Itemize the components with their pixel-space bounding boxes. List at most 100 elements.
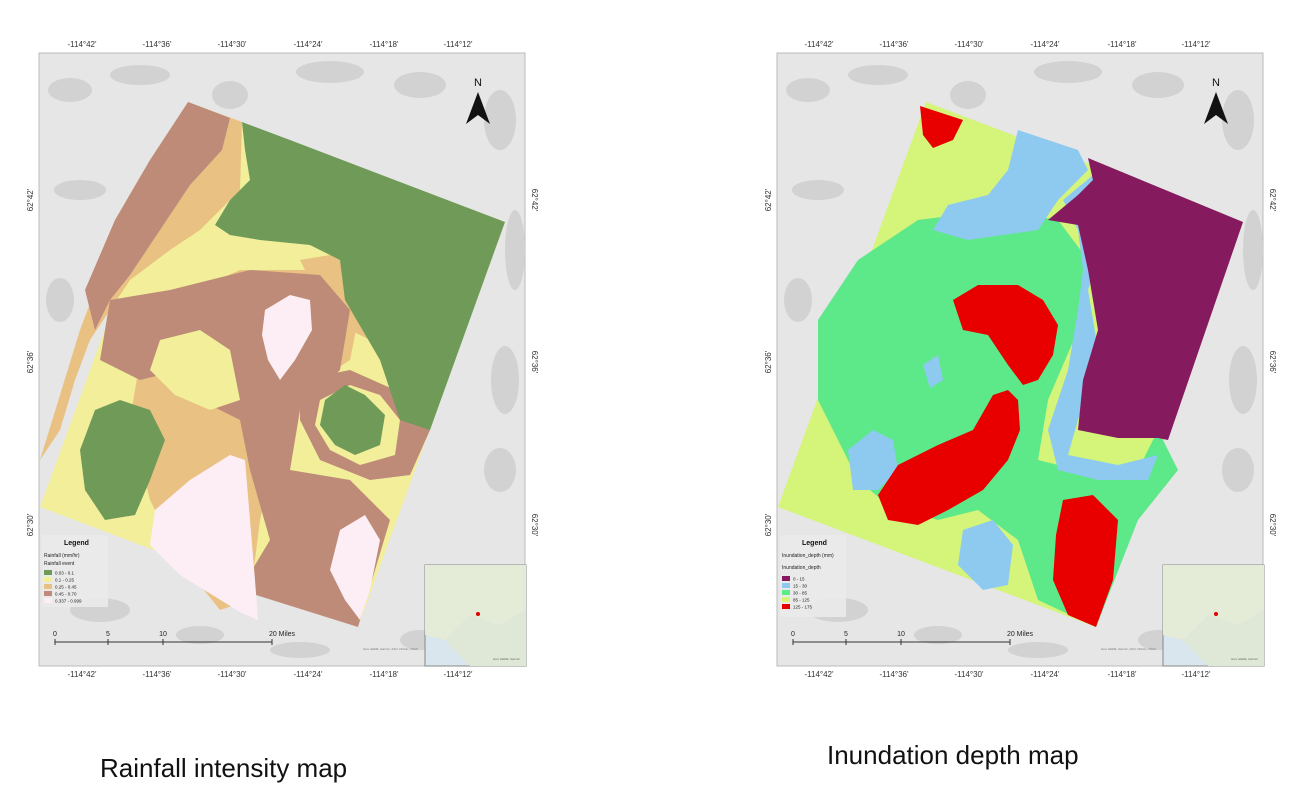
- lon-tick: -114°18': [369, 670, 399, 679]
- inundation-map: -114°42' -114°36' -114°30' -114°24' -114…: [764, 40, 1277, 679]
- scale-label: 20 Miles: [269, 631, 296, 638]
- lat-tick: 62°42': [1268, 189, 1277, 212]
- legend-title: Legend: [802, 540, 827, 547]
- lon-tick: -114°42': [804, 40, 834, 49]
- lat-ticks-left: 62°42' 62°36' 62°30': [26, 188, 35, 536]
- lon-tick: -114°36': [879, 670, 909, 679]
- lon-tick: -114°24': [1030, 40, 1060, 49]
- inundation-zones: [818, 106, 1243, 627]
- legend-field: Rainfall event: [44, 561, 75, 567]
- legend-swatch: [782, 576, 790, 581]
- lon-tick: -114°12': [1181, 670, 1211, 679]
- legend-label: 0.1 - 0.25: [55, 578, 75, 583]
- legend-label: 0.25 - 0.45: [55, 585, 77, 590]
- lat-tick: 62°30': [1268, 514, 1277, 537]
- legend-label: 125 - 175: [793, 605, 813, 610]
- lat-tick: 62°30': [764, 513, 773, 536]
- location-marker-icon: [1214, 612, 1218, 616]
- inundation-map-panel: -114°42' -114°36' -114°30' -114°24' -114…: [738, 0, 1298, 700]
- legend-swatch: [782, 590, 790, 595]
- legend-swatch: [782, 604, 790, 609]
- lon-tick: -114°24': [293, 40, 323, 49]
- scale-bar: 0 5 10 20 Miles: [791, 631, 1034, 645]
- north-label: N: [1212, 77, 1220, 89]
- lon-tick: -114°30': [217, 40, 247, 49]
- lat-tick: 62°30': [26, 513, 35, 536]
- lon-tick: -114°12': [1181, 40, 1211, 49]
- legend: Legend Rainfall (mm/hr) Rainfall event 0…: [42, 535, 108, 607]
- legend-title: Legend: [64, 540, 89, 547]
- scale-label: 0: [791, 631, 795, 638]
- legend-swatch: [44, 598, 52, 603]
- scale-bar: 0 5 10 20 Miles: [53, 631, 296, 645]
- legend-swatch: [44, 584, 52, 589]
- lon-tick: -114°42': [804, 670, 834, 679]
- rainfall-zones: [40, 102, 505, 627]
- basemap-lakes: [46, 61, 525, 658]
- scale-label: 0: [53, 631, 57, 638]
- lon-ticks-bottom: -114°42' -114°36' -114°30' -114°24' -114…: [67, 670, 473, 679]
- legend-swatch: [44, 570, 52, 575]
- lat-tick: 62°30': [530, 514, 539, 537]
- location-marker-icon: [476, 612, 480, 616]
- lon-ticks-top: -114°42' -114°36' -114°30' -114°24' -114…: [67, 40, 473, 49]
- rainfall-caption: Rainfall intensity map: [100, 753, 348, 783]
- lon-tick: -114°18': [369, 40, 399, 49]
- inset-map: Esri, HERE, Garmin: [424, 564, 527, 667]
- legend-swatch: [782, 583, 790, 588]
- lon-tick: -114°36': [879, 40, 909, 49]
- lat-ticks-left: 62°42' 62°36' 62°30': [764, 188, 773, 536]
- lat-tick: 62°36': [1268, 351, 1277, 374]
- lon-tick: -114°30': [954, 40, 984, 49]
- inset-attribution: Esri, HERE, Garmin: [1231, 657, 1258, 661]
- lat-tick: 62°42': [26, 188, 35, 211]
- north-arrow-icon: N: [1204, 77, 1228, 124]
- lat-tick: 62°36': [26, 350, 35, 373]
- north-arrow-icon: N: [466, 77, 490, 124]
- legend-label: 0.03 - 0.1: [55, 571, 75, 576]
- lat-tick: 62°36': [764, 350, 773, 373]
- scale-label: 10: [159, 631, 167, 638]
- lon-tick: -114°42': [67, 670, 97, 679]
- attribution: Esri, HERE, Garmin, FAO, NOAA, USGS: [1101, 647, 1156, 651]
- legend-field: Inundation_depth: [782, 565, 821, 571]
- lon-tick: -114°30': [217, 670, 247, 679]
- legend-swatch: [44, 577, 52, 582]
- scale-label: 20 Miles: [1007, 631, 1034, 638]
- lat-ticks-right: 62°42' 62°36' 62°30': [530, 189, 539, 537]
- lat-tick: 62°42': [764, 188, 773, 211]
- lon-ticks-bottom: -114°42' -114°36' -114°30' -114°24' -114…: [804, 670, 1211, 679]
- inset-attribution: Esri, HERE, Garmin: [493, 657, 520, 661]
- lon-tick: -114°18': [1107, 670, 1137, 679]
- legend-label: 85 - 125: [793, 598, 810, 603]
- inset-map: Esri, HERE, Garmin: [1162, 564, 1265, 667]
- legend-items: 0.03 - 0.1 0.1 - 0.25 0.25 - 0.45 0.45 - 0.…: [44, 570, 82, 604]
- legend-layer: Rainfall (mm/hr): [44, 553, 80, 559]
- legend-layer: Inundation_depth (mm): [782, 553, 834, 559]
- scale-label: 10: [897, 631, 905, 638]
- lat-tick: 62°36': [530, 351, 539, 374]
- lon-tick: -114°30': [954, 670, 984, 679]
- lon-tick: -114°12': [443, 670, 473, 679]
- lon-tick: -114°24': [1030, 670, 1060, 679]
- attribution: Esri, HERE, Garmin, FAO, NOAA, USGS: [363, 647, 418, 651]
- rainfall-map: -114°42' -114°36' -114°30' -114°24' -114…: [26, 40, 539, 679]
- legend-label: 15 - 30: [793, 584, 808, 589]
- lon-tick: -114°36': [142, 40, 172, 49]
- inundation-caption: Inundation depth map: [827, 740, 1079, 770]
- legend-items: 0 - 15 15 - 30 30 - 85 85 - 125 125 - 175: [782, 576, 813, 610]
- legend-label: 30 - 85: [793, 591, 808, 596]
- rainfall-map-panel: -114°42' -114°36' -114°30' -114°24' -114…: [0, 0, 649, 700]
- legend-label: 0 - 15: [793, 577, 805, 582]
- scale-label: 5: [106, 631, 110, 638]
- lon-tick: -114°42': [67, 40, 97, 49]
- lon-tick: -114°18': [1107, 40, 1137, 49]
- lat-tick: 62°42': [530, 189, 539, 212]
- lat-ticks-right: 62°42' 62°36' 62°30': [1268, 189, 1277, 537]
- legend-swatch: [44, 591, 52, 596]
- scale-label: 5: [844, 631, 848, 638]
- lon-ticks-top: -114°42' -114°36' -114°30' -114°24' -114…: [804, 40, 1211, 49]
- legend-label: 0.45 - 0.70: [55, 592, 77, 597]
- lon-tick: -114°12': [443, 40, 473, 49]
- legend-swatch: [782, 597, 790, 602]
